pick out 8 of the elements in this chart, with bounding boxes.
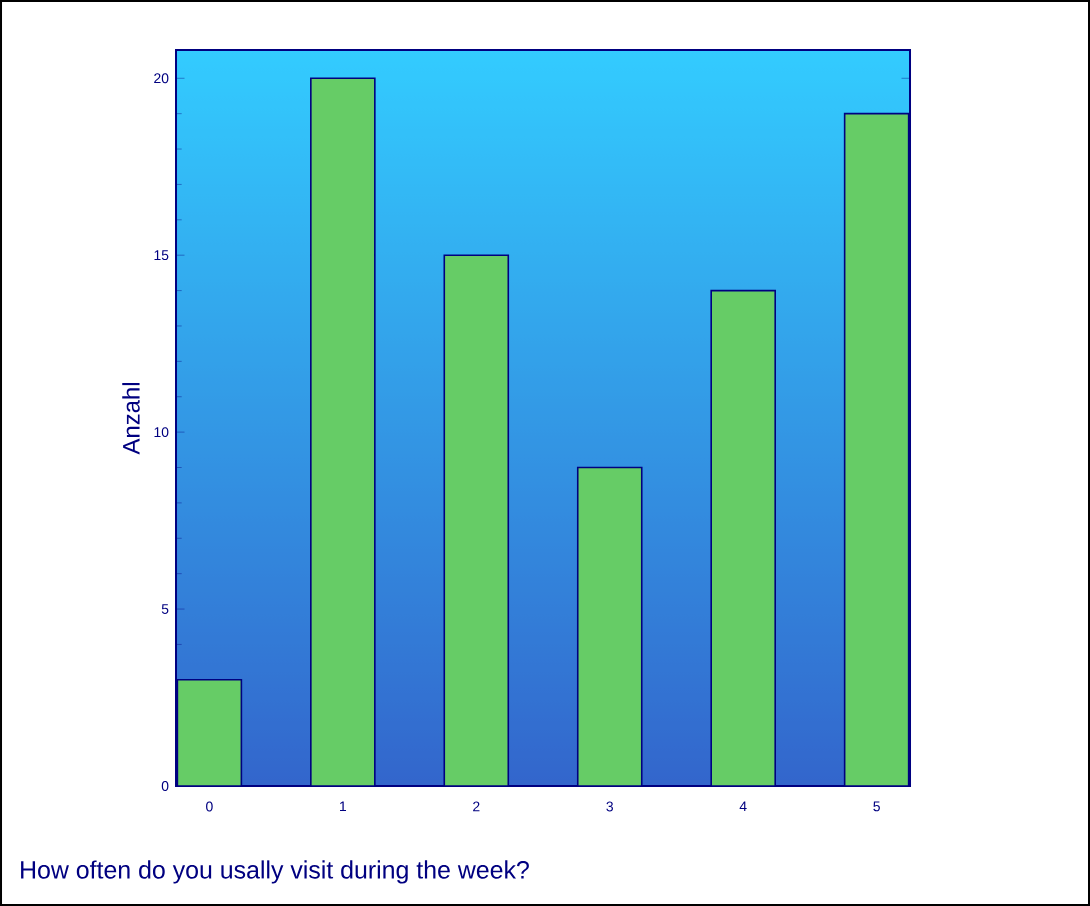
- text: How often do you usally visit during the week?: [21, 860, 529, 884]
- y-axis-title: Anzahl: [122, 383, 140, 455]
- bar: [443, 254, 510, 786]
- bar: [843, 112, 910, 786]
- bar: [310, 77, 376, 786]
- bar: [576, 466, 643, 786]
- bar: [710, 289, 776, 786]
- bar: [176, 679, 243, 786]
